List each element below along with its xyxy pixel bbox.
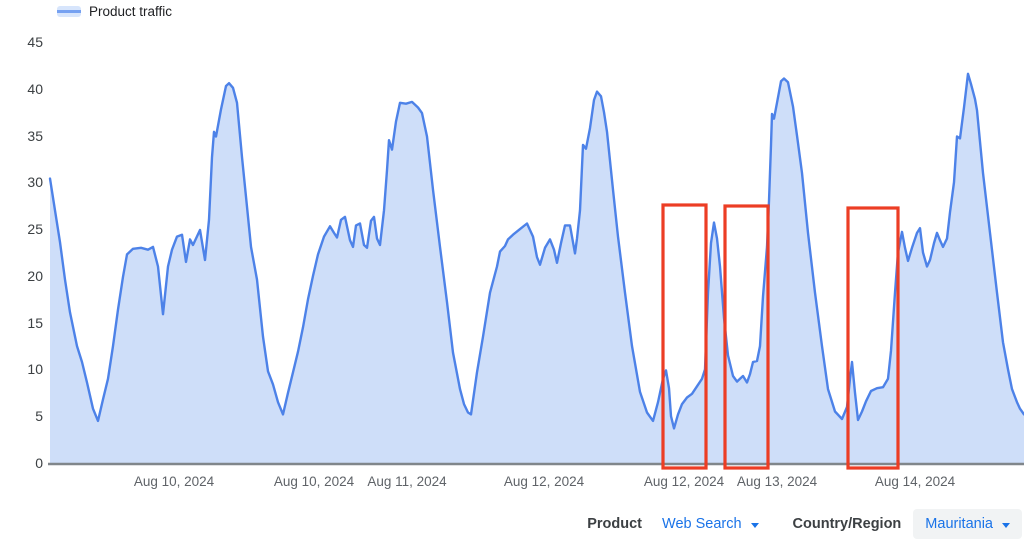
chart-legend: Product traffic — [57, 4, 172, 19]
y-axis-label: 5 — [35, 408, 43, 425]
product-dropdown[interactable]: Web Search — [654, 510, 767, 538]
y-axis-label: 30 — [27, 174, 43, 191]
y-axis-label: 45 — [27, 34, 43, 50]
traffic-chart-svg — [48, 72, 1024, 470]
traffic-chart[interactable]: 0 5 10 15 20 25 30 35 40 45 Aug 10, 2024 Aug 10, 2… — [0, 0, 1024, 500]
y-axis-label: 40 — [27, 80, 43, 97]
traffic-area — [50, 73, 1024, 464]
legend-label: Product traffic — [89, 4, 173, 19]
x-axis-label: Aug 11, 2024 — [367, 474, 447, 489]
x-axis-label: Aug 10, 2024 — [133, 474, 215, 489]
x-axis-label: Aug 10, 2024 — [273, 474, 355, 489]
area-series-swatch-icon — [57, 6, 81, 17]
y-axis-label: 25 — [27, 221, 43, 238]
anomaly-highlight-box — [723, 204, 770, 470]
x-axis-label: Aug 13, 2024 — [736, 474, 818, 489]
country-dropdown[interactable]: Mauritania — [913, 509, 1022, 539]
chevron-down-icon — [750, 522, 759, 528]
y-axis-label: 20 — [27, 267, 43, 284]
traffic-line — [48, 72, 1024, 430]
anomaly-highlight-box — [661, 203, 708, 470]
product-dropdown-value: Web Search — [662, 516, 742, 532]
x-axis-label: Aug 12, 2024 — [503, 474, 585, 489]
country-dropdown-value: Mauritania — [925, 516, 993, 532]
y-axis-label: 10 — [27, 361, 43, 378]
y-axis-label: 15 — [27, 314, 43, 331]
product-filter-label: Product — [587, 516, 643, 532]
filter-controls: Product Web Search Country/Region Maurit… — [587, 509, 1022, 539]
y-axis-label: 35 — [27, 127, 43, 144]
anomaly-highlight-box — [846, 206, 900, 470]
x-axis-label: Aug 14, 2024 — [874, 474, 956, 489]
series-line-icon — [57, 10, 81, 13]
chevron-down-icon — [1002, 522, 1010, 528]
x-axis-label: Aug 12, 2024 — [643, 474, 725, 489]
country-filter-label: Country/Region — [792, 516, 902, 532]
y-axis-label: 0 — [35, 455, 43, 471]
